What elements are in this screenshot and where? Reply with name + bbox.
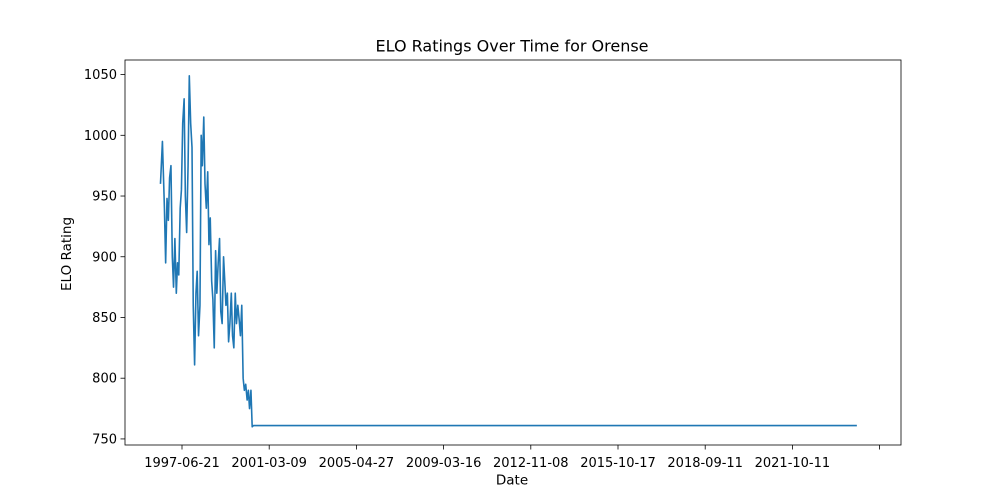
y-tick-label: 750 (92, 432, 117, 447)
x-tick-label: 2015-10-17 (580, 456, 656, 471)
y-tick-label: 900 (92, 250, 117, 265)
x-axis-label: Date (496, 473, 528, 489)
x-tick-label: 1997-06-21 (144, 456, 220, 471)
y-tick-label: 1000 (84, 129, 117, 144)
series-line (159, 74, 857, 428)
x-tick-label: 2021-10-11 (755, 456, 831, 471)
x-tick-label: 2001-03-09 (231, 456, 307, 471)
y-tick-label: 800 (92, 372, 117, 387)
y-axis-label: ELO Rating (59, 217, 75, 291)
axes-frame (124, 59, 902, 446)
x-tick-label: 2005-04-27 (319, 456, 395, 471)
y-tick-label: 1050 (84, 68, 117, 83)
plot-area: 750 800 850 900 950 1000 1050 1997-06-21 2001-03… (84, 59, 902, 471)
x-tick-label: 2012-11-08 (493, 456, 569, 471)
y-tick-label: 850 (92, 311, 117, 326)
chart-title: ELO Ratings Over Time for Orense (375, 37, 648, 56)
x-tick-label: 2009-03-16 (406, 456, 482, 471)
x-tick-label: 2018-09-11 (667, 456, 743, 471)
y-tick-label: 950 (92, 190, 117, 205)
